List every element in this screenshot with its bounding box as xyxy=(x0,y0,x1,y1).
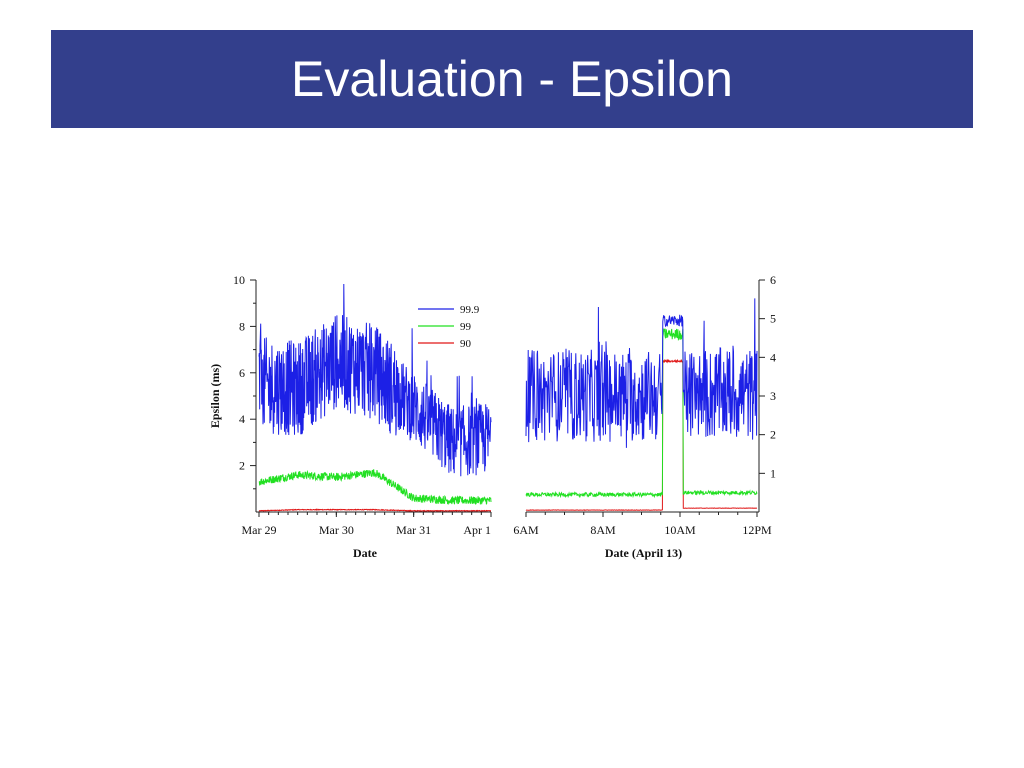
y-tick-label-right: 2 xyxy=(770,428,776,442)
x-tick-label-left: Mar 30 xyxy=(319,523,354,537)
x-tick-label-left: Apr 1 xyxy=(463,523,491,537)
slide-title: Evaluation - Epsilon xyxy=(291,51,733,107)
x-axis-label-left: Date xyxy=(353,546,378,560)
x-tick-label-right: 12PM xyxy=(742,523,772,537)
x-tick-label-left: Mar 29 xyxy=(242,523,277,537)
y-tick-label-left: 8 xyxy=(239,319,245,333)
y-tick-label-left: 10 xyxy=(233,273,245,287)
x-tick-label-right: 10AM xyxy=(664,523,696,537)
series-line-99-left xyxy=(258,469,492,506)
y-tick-label-left: 6 xyxy=(239,366,245,380)
series-line-99_9-left xyxy=(258,283,492,477)
y-tick-label-right: 1 xyxy=(770,466,776,480)
y-tick-label-left: 4 xyxy=(239,412,245,426)
legend-label-99_9: 99.9 xyxy=(460,304,480,316)
x-tick-label-right: 6AM xyxy=(513,523,539,537)
series-line-90-right xyxy=(525,358,758,511)
x-tick-label-left: Mar 31 xyxy=(396,523,431,537)
y-tick-label-right: 6 xyxy=(770,273,776,287)
y-tick-label-left: 2 xyxy=(239,459,245,473)
title-banner: Evaluation - Epsilon xyxy=(51,30,973,128)
series-line-90-left xyxy=(258,508,492,513)
y-axis-label: Epsilon (ms) xyxy=(208,364,222,428)
legend-label-90: 90 xyxy=(460,338,472,350)
legend-label-99: 99 xyxy=(460,321,472,333)
y-tick-label-right: 5 xyxy=(770,312,776,326)
x-axis-label-right: Date (April 13) xyxy=(605,546,682,560)
series-line-99_9-right xyxy=(525,298,758,448)
y-tick-label-right: 3 xyxy=(770,389,776,403)
y-tick-label-right: 4 xyxy=(770,350,776,364)
series-line-99-right xyxy=(525,328,758,499)
x-tick-label-right: 8AM xyxy=(590,523,616,537)
